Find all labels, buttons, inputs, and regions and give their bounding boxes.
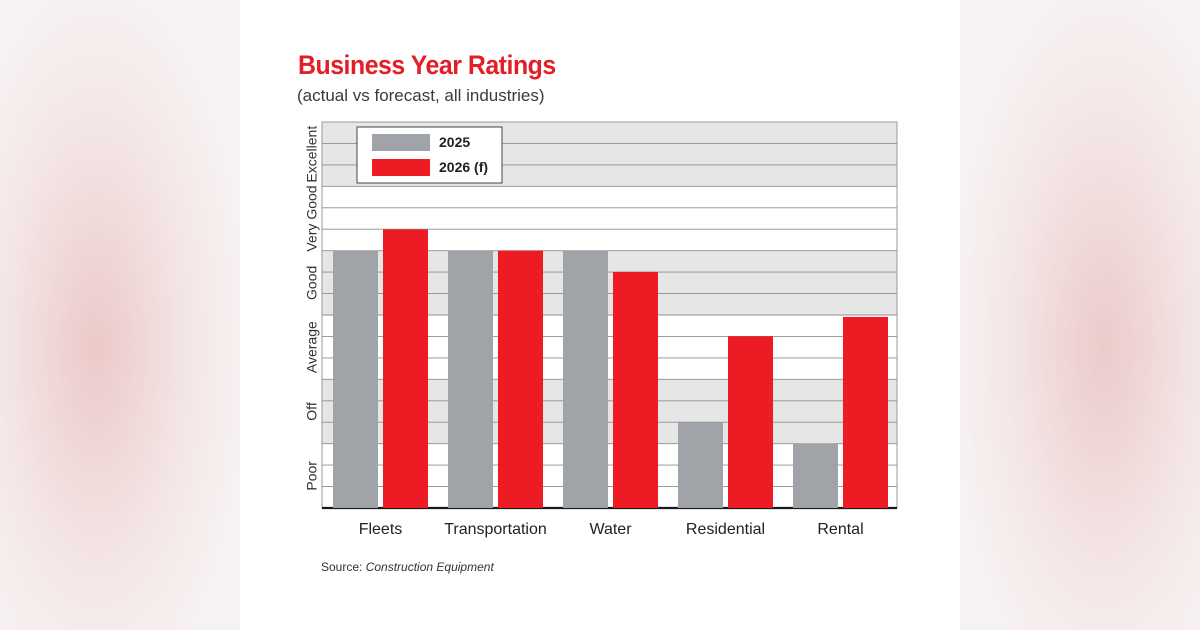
bar-2025 (793, 443, 838, 508)
legend: 2025 2026 (f) (356, 126, 503, 184)
x-tick-label: Transportation (444, 521, 547, 538)
legend-label: 2026 (f) (439, 159, 488, 175)
x-tick-label: Water (589, 521, 632, 538)
y-tick-label: Good (304, 266, 320, 300)
bar-2026-forecast (498, 250, 543, 508)
bar-2025 (678, 422, 723, 508)
bar-2026-forecast (843, 316, 888, 508)
y-tick-label: Average (304, 321, 320, 373)
x-axis-labels: Fleets Transportation Water Residential Rent… (359, 521, 864, 538)
bar-2026-forecast (728, 336, 773, 508)
bars (333, 229, 888, 509)
y-tick-label: Poor (304, 461, 320, 491)
bar-2025 (563, 250, 608, 508)
x-tick-label: Fleets (359, 521, 403, 538)
chart-subtitle: (actual vs forecast, all industries) (297, 86, 545, 105)
chart-title: Business Year Ratings (298, 50, 556, 80)
x-tick-label: Rental (817, 521, 863, 538)
y-axis-labels: Poor Off Average Good Very Good Excellent (304, 126, 320, 491)
source-note: Source: Construction Equipment (321, 560, 494, 574)
y-tick-label: Excellent (304, 126, 320, 183)
y-tick-label: Very Good (304, 185, 320, 251)
source-name: Construction Equipment (365, 560, 494, 574)
background-left (0, 0, 240, 630)
legend-label: 2025 (439, 134, 470, 150)
legend-swatch (372, 159, 430, 176)
chart-card: Business Year Ratings (actual vs forecas… (240, 0, 960, 630)
bar-chart: Poor Off Average Good Very Good Excellent Fle… (304, 121, 898, 538)
bar-2026-forecast (613, 271, 658, 508)
x-tick-label: Residential (686, 521, 765, 538)
legend-swatch (372, 134, 430, 151)
bar-2025 (333, 250, 378, 508)
bar-2025 (448, 250, 493, 508)
source-label: Source: (321, 560, 363, 574)
y-tick-label: Off (304, 402, 320, 421)
background-right (960, 0, 1200, 630)
bar-2026-forecast (383, 229, 428, 509)
